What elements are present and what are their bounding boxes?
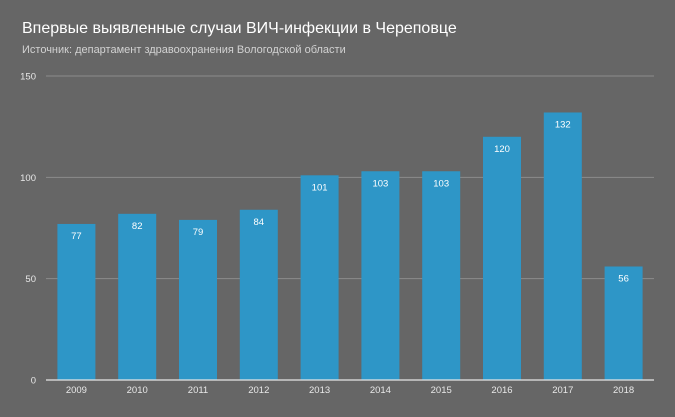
x-tick-label: 2009 <box>66 385 87 396</box>
x-tick-label: 2013 <box>309 385 330 396</box>
bar <box>179 219 217 380</box>
bar-value-label: 56 <box>618 274 629 285</box>
bar-value-label: 103 <box>433 178 449 189</box>
y-tick-label: 0 <box>31 376 36 387</box>
y-tick-label: 100 <box>20 173 36 184</box>
bar-value-label: 101 <box>312 182 328 193</box>
chart-subtitle: Источник: департамент здравоохранения Во… <box>22 44 346 56</box>
bar <box>361 171 400 380</box>
x-tick-label: 2017 <box>552 385 573 396</box>
bar-value-label: 79 <box>193 227 204 238</box>
bar <box>300 175 339 380</box>
x-tick-label: 2012 <box>248 385 269 396</box>
bar <box>543 112 582 380</box>
bar-value-label: 120 <box>494 144 510 155</box>
bar <box>239 209 278 380</box>
bar-value-label: 84 <box>254 217 265 228</box>
bar <box>604 266 643 380</box>
x-tick-label: 2016 <box>491 385 512 396</box>
y-tick-label: 50 <box>25 274 36 285</box>
bar-value-label: 132 <box>555 119 571 130</box>
bar <box>118 213 157 380</box>
bar-value-label: 103 <box>372 178 388 189</box>
bar <box>483 136 521 380</box>
x-tick-label: 2014 <box>370 385 391 396</box>
bar-value-label: 82 <box>132 221 143 232</box>
bar <box>57 223 96 380</box>
y-tick-label: 150 <box>20 72 36 83</box>
x-tick-label: 2010 <box>127 385 148 396</box>
chart-title: Впервые выявленные случаи ВИЧ-инфекции в… <box>22 20 457 37</box>
bar <box>422 171 461 380</box>
x-tick-label: 2018 <box>613 385 634 396</box>
x-tick-label: 2011 <box>188 385 208 396</box>
x-tick-label: 2015 <box>431 385 452 396</box>
bar-value-label: 77 <box>71 231 82 242</box>
